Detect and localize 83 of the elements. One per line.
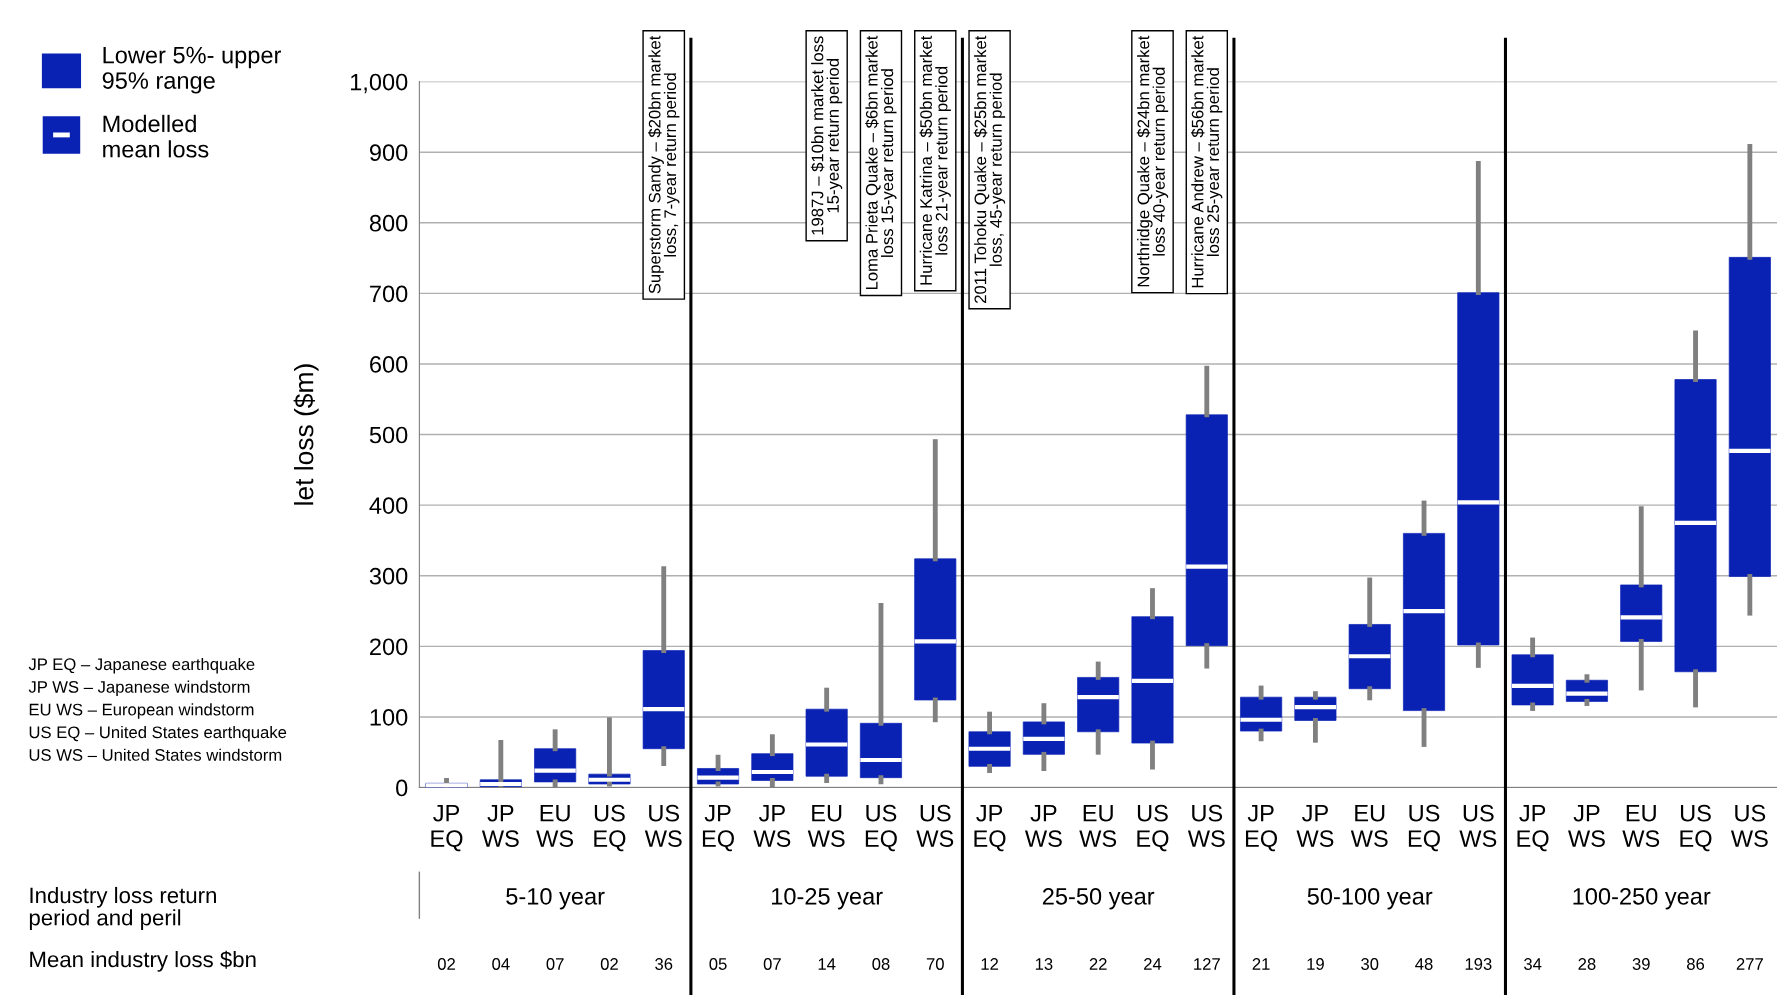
text: 02: [600, 958, 618, 970]
x-tick-label: US EQ: [594, 804, 626, 852]
text: 12: [981, 958, 999, 970]
x-tick-label: US EQ: [865, 804, 897, 852]
text: 100-250 year: [1573, 888, 1711, 910]
annotation: 1987J – $10bn market loss 15-year return period: [810, 36, 843, 235]
x-tick-label: JP EQ: [974, 805, 1006, 852]
text: 28: [1578, 958, 1596, 970]
text: 07: [763, 958, 781, 970]
text: 04: [492, 958, 510, 970]
text: US WS – United States windstorm: [29, 748, 282, 761]
text: 36: [655, 958, 673, 970]
x-tick-label: EU WS: [1079, 805, 1117, 847]
y-tick-label: 200: [370, 638, 408, 656]
x-tick-label: JP WS: [753, 805, 791, 847]
annotation: Hurricane Katrina – $50bn market loss 21-year return period: [919, 35, 951, 285]
x-tick-label: EU WS: [807, 805, 845, 847]
text: 193: [1465, 958, 1492, 970]
x-tick-label: US EQ: [1680, 804, 1712, 852]
x-tick-label: US WS: [644, 804, 682, 847]
x-tick-label: US EQ: [1408, 804, 1440, 852]
x-tick-label: EU WS: [1350, 805, 1388, 847]
text: 86: [1687, 958, 1705, 970]
text: 13: [1035, 958, 1053, 970]
text: 22: [1089, 958, 1107, 970]
text: 24: [1144, 958, 1162, 970]
x-tick-label: JP WS: [481, 805, 519, 847]
x-tick-label: JP EQ: [1517, 805, 1549, 852]
x-tick-label: US WS: [1187, 804, 1225, 847]
y-tick-label: 700: [370, 285, 408, 303]
text: Modelled mean loss: [103, 114, 209, 158]
text: 70: [926, 958, 944, 970]
y-tick-label: 0: [396, 779, 408, 797]
annotation: Northridge Quake – $24bn market loss 40-year return period: [1136, 35, 1169, 287]
text: 08: [872, 958, 890, 970]
x-tick-label: JP EQ: [431, 805, 463, 852]
text: 5-10 year: [506, 888, 605, 910]
y-tick-label: 400: [369, 497, 408, 514]
x-tick-label: EU WS: [1622, 805, 1660, 847]
text: 34: [1523, 958, 1542, 970]
text: 25-50 year: [1042, 888, 1155, 910]
x-tick-label: JP WS: [1568, 805, 1605, 847]
y-tick-label: 900: [369, 144, 408, 161]
y-tick-label: 300: [369, 567, 408, 585]
text: 07: [546, 958, 564, 970]
x-tick-label: US WS: [1459, 804, 1497, 847]
legend-label: Lower 5%- upper 95% range: [102, 46, 282, 94]
text: 14: [818, 958, 836, 970]
text: Mean industry loss $bn: [30, 950, 256, 972]
text: 21: [1252, 958, 1270, 970]
y-tick-label: 500: [369, 426, 408, 444]
y-tick-label: 800: [369, 214, 408, 232]
text: 05: [709, 958, 727, 970]
text: EU WS – European windstorm: [29, 703, 254, 719]
text: 02: [437, 958, 455, 970]
text: 39: [1632, 958, 1650, 970]
y-tick-label: 1,000: [350, 73, 408, 94]
text: Industry loss return period and peril: [29, 886, 216, 930]
x-tick-label: US WS: [916, 804, 954, 847]
text: 10-25 year: [772, 888, 883, 910]
annotation: Hurricane Andrew – $56bn market loss 25-year return period: [1191, 35, 1223, 288]
text: 277: [1736, 958, 1763, 970]
annotation: Loma Prieta Quake – $6bn market loss 15-year return period: [865, 35, 897, 290]
text: 50-100 year: [1307, 888, 1433, 910]
text: JP WS – Japanese windstorm: [28, 680, 250, 697]
y-axis-title: let loss ($m): [293, 364, 319, 505]
text: 127: [1194, 958, 1220, 970]
x-tick-label: JP EQ: [702, 805, 734, 852]
x-tick-label: US WS: [1730, 804, 1768, 847]
text: JP EQ – Japanese earthquake: [28, 657, 255, 674]
annotation: Superstorm Sandy – $20bn market loss, 7-year return period: [648, 35, 680, 294]
x-tick-label: JP WS: [1296, 805, 1334, 847]
y-tick-label: 600: [370, 356, 408, 373]
x-tick-label: JP EQ: [1245, 805, 1278, 852]
text: 48: [1415, 958, 1433, 970]
text: 19: [1307, 958, 1324, 970]
text: US EQ – United States earthquake: [29, 725, 287, 742]
text: 30: [1361, 958, 1379, 970]
y-tick-label: 100: [370, 709, 408, 726]
x-tick-label: JP WS: [1024, 805, 1062, 847]
annotation: 2011 Tohoku Quake – $25bn market loss, 45-year return period: [973, 35, 1006, 303]
x-tick-label: US EQ: [1137, 804, 1169, 852]
x-tick-label: EU WS: [536, 805, 574, 847]
